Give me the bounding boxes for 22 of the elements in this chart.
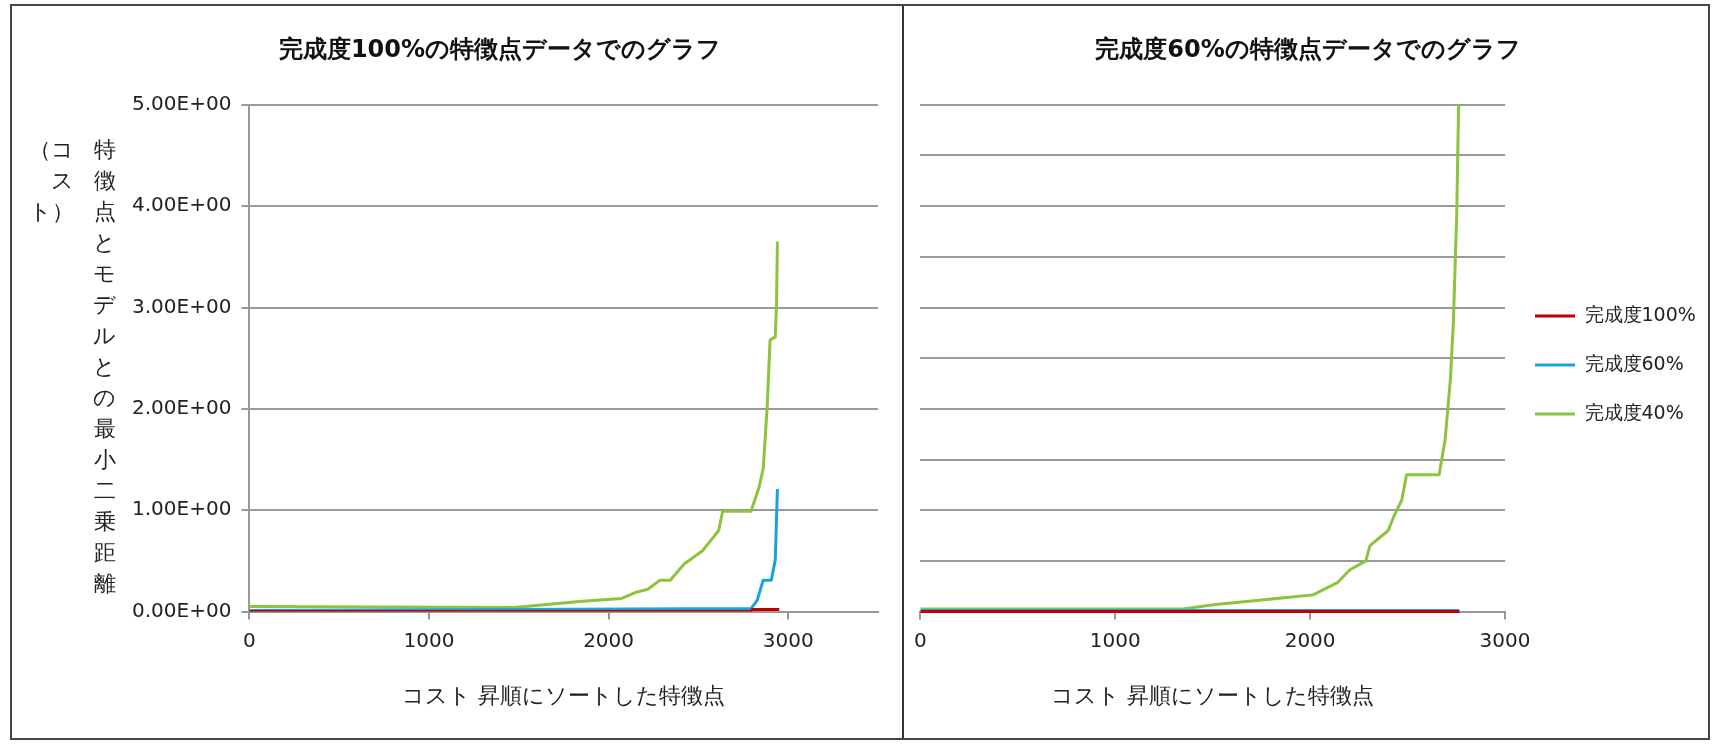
legend-label: 完成度60%: [1584, 351, 1684, 374]
x-tick-label: 2000: [583, 627, 635, 652]
x-tick-label: 3000: [1479, 627, 1531, 652]
x-tick-label: 1000: [1089, 627, 1141, 652]
y-tick-label: 1.00E+00: [132, 496, 232, 521]
x-tick-label: 0: [243, 627, 256, 652]
y-tick-label: 3.00E+00: [132, 293, 232, 318]
chart-title: 完成度60%の特徴点データでのグラフ: [1095, 34, 1521, 63]
x-tick-label: 0: [914, 627, 927, 652]
y-tick-label: 0.00E+00: [132, 597, 232, 622]
x-tick-label: 2000: [1284, 627, 1336, 652]
legend-label: 完成度40%: [1584, 400, 1684, 423]
y-tick-label: 2.00E+00: [132, 395, 232, 420]
x-tick-label: 1000: [403, 627, 455, 652]
y-tick-label: 4.00E+00: [132, 192, 232, 217]
legend-label: 完成度100%: [1584, 302, 1696, 325]
y-tick-label: 5.00E+00: [132, 91, 232, 115]
x-tick-label: 3000: [762, 627, 814, 652]
chart-title: 完成度100%の特徴点データでのグラフ: [278, 34, 722, 63]
x-axis-title: コスト 昇順にソートした特徴点: [402, 682, 726, 708]
text: 特徴点とモデルとの最小二乗距離（コスト）: [29, 137, 116, 596]
x-axis-title: コスト 昇順にソートした特徴点: [1051, 682, 1375, 708]
